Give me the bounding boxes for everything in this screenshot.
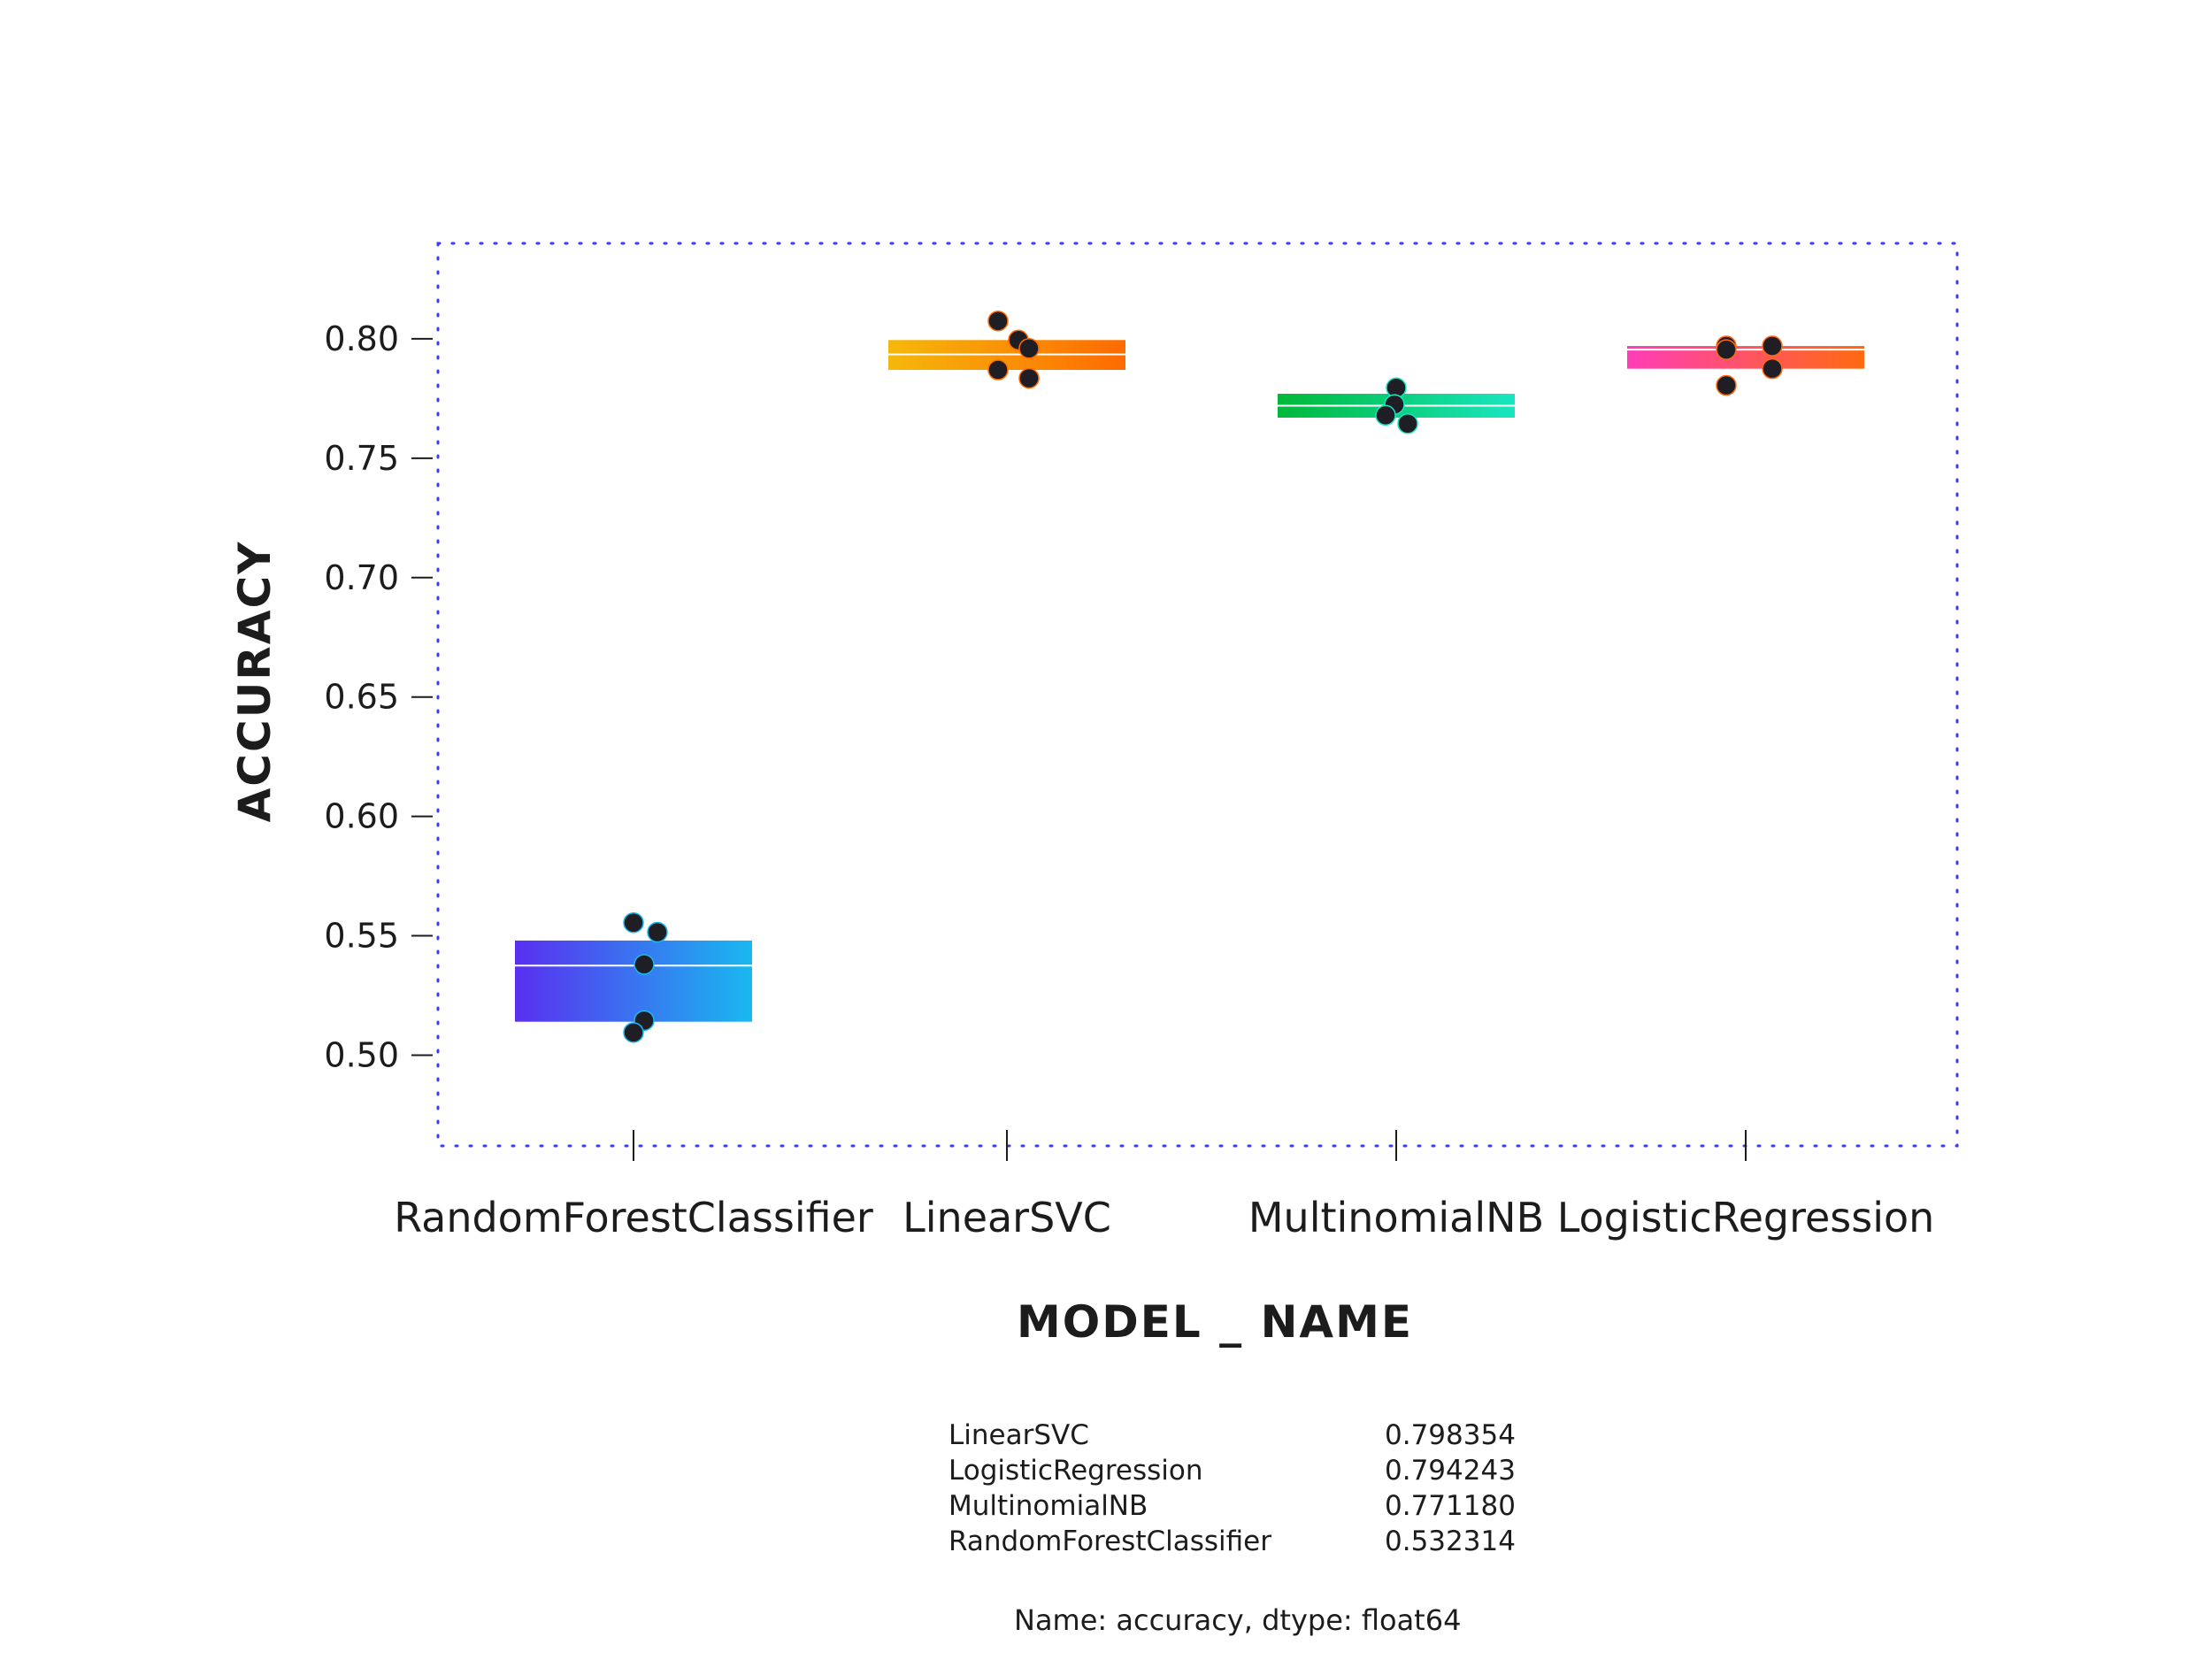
summary-model-name: MultinomialNB bbox=[949, 1490, 1148, 1522]
y-axis-title: ACCURACY bbox=[229, 541, 280, 823]
box-LogisticRegression bbox=[1627, 335, 1864, 396]
y-tick-label: 0.60 bbox=[324, 797, 399, 836]
plot-frame bbox=[436, 242, 1959, 1148]
data-point bbox=[987, 310, 1009, 332]
data-point bbox=[1375, 404, 1396, 427]
x-axis: RandomForestClassifier LinearSVC Multinomi… bbox=[394, 1130, 1934, 1241]
summary-row: RandomForestClassifier 0.532314 bbox=[949, 1524, 1524, 1559]
data-point bbox=[1018, 337, 1040, 359]
x-tick-label: LogisticRegression bbox=[1557, 1194, 1935, 1241]
summary-table: LinearSVC 0.798354 LogisticRegression 0.… bbox=[949, 1418, 1524, 1559]
summary-model-name: RandomForestClassifier bbox=[949, 1526, 1271, 1557]
y-tick-label: 0.75 bbox=[324, 439, 399, 478]
data-point bbox=[1716, 374, 1737, 396]
data-point bbox=[1762, 357, 1783, 380]
y-tick-label: 0.80 bbox=[324, 319, 399, 358]
summary-accuracy-value: 0.798354 bbox=[1385, 1419, 1516, 1451]
box-RandomForestClassifier bbox=[515, 911, 752, 1043]
y-axis: 0.50 0.55 0.60 0.65 0.70 0.75 0.80 bbox=[324, 319, 433, 1074]
data-point bbox=[634, 954, 655, 975]
box-LinearSVC bbox=[888, 310, 1125, 389]
y-tick-label: 0.50 bbox=[324, 1035, 399, 1074]
summary-model-name: LogisticRegression bbox=[949, 1455, 1203, 1487]
x-axis-title: MODEL _ NAME bbox=[1017, 1296, 1413, 1348]
box-MultinomialNB bbox=[1278, 377, 1515, 434]
y-tick-label: 0.65 bbox=[324, 678, 399, 717]
data-point bbox=[623, 1022, 644, 1043]
data-point bbox=[1397, 412, 1418, 434]
box-body bbox=[515, 940, 752, 1022]
summary-row: LinearSVC 0.798354 bbox=[949, 1418, 1524, 1453]
data-point bbox=[647, 921, 668, 943]
summary-accuracy-value: 0.794243 bbox=[1385, 1455, 1516, 1487]
summary-model-name: LinearSVC bbox=[949, 1419, 1089, 1451]
summary-accuracy-value: 0.771180 bbox=[1385, 1490, 1516, 1522]
series-footer: Name: accuracy, dtype: float64 bbox=[1014, 1603, 1462, 1637]
data-point bbox=[1018, 367, 1040, 389]
x-tick-label: LinearSVC bbox=[902, 1194, 1111, 1241]
y-tick-label: 0.55 bbox=[324, 917, 399, 956]
summary-row: LogisticRegression 0.794243 bbox=[949, 1453, 1524, 1488]
data-point bbox=[1716, 339, 1737, 360]
data-point bbox=[987, 359, 1009, 380]
summary-row: MultinomialNB 0.771180 bbox=[949, 1488, 1524, 1524]
data-point bbox=[1762, 335, 1783, 357]
boxes bbox=[515, 310, 1864, 1043]
y-tick-label: 0.70 bbox=[324, 558, 399, 597]
x-tick-label: MultinomialNB bbox=[1248, 1194, 1544, 1241]
summary-accuracy-value: 0.532314 bbox=[1385, 1526, 1516, 1557]
data-point bbox=[623, 911, 644, 934]
x-tick-label: RandomForestClassifier bbox=[394, 1194, 873, 1241]
